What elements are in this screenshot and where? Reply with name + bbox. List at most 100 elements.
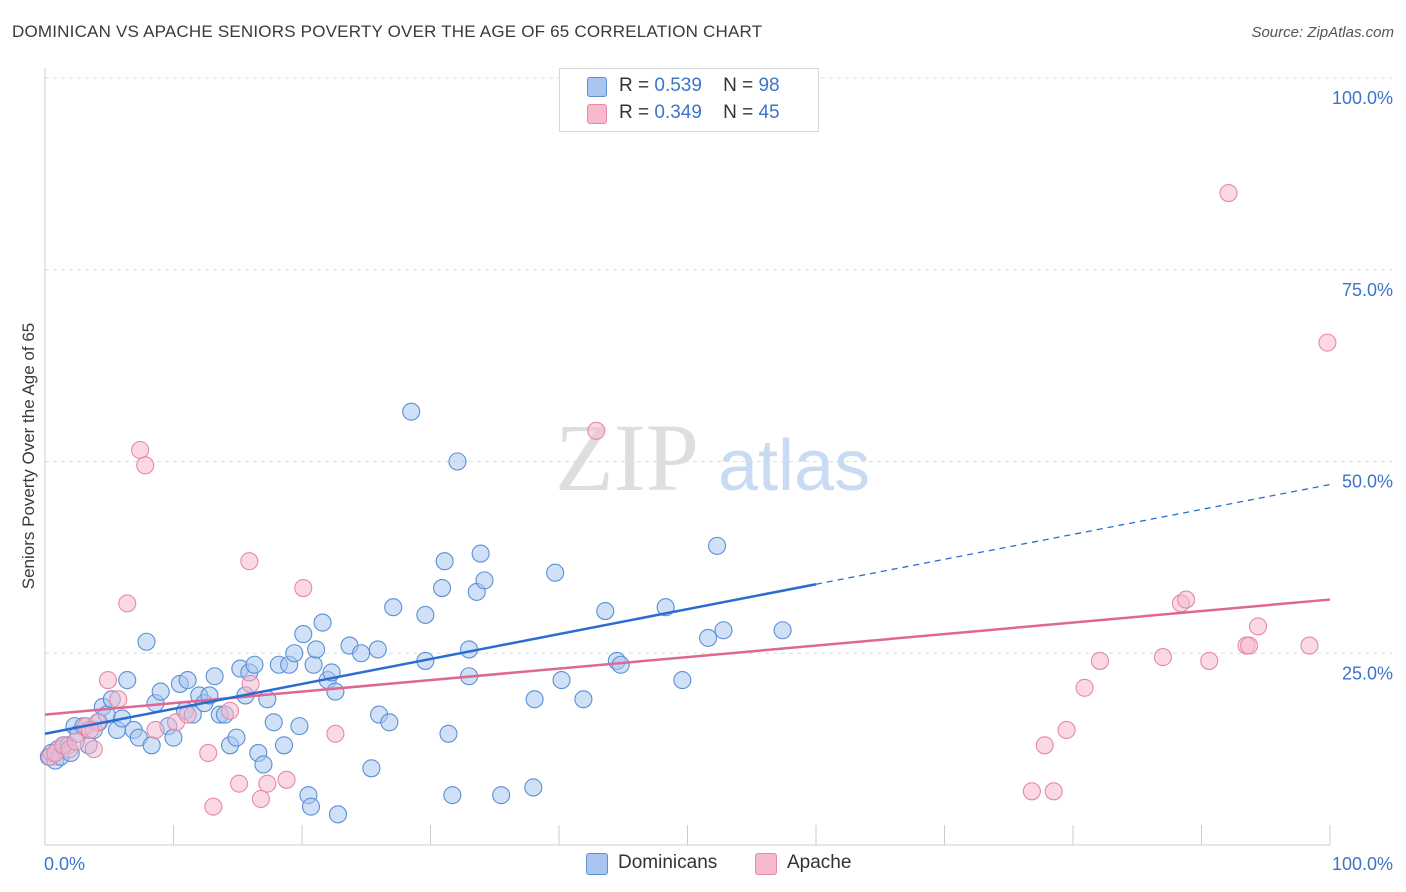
legend-r-value-dominicans: 0.539 bbox=[654, 75, 702, 96]
apache-point bbox=[98, 671, 118, 690]
tick-labels: 25.0% 50.0% 75.0% 100.0% 0.0% 100.0% bbox=[44, 88, 1393, 874]
apache-point bbox=[1044, 782, 1063, 801]
dominicans-point bbox=[402, 402, 421, 421]
watermark-atlas: atlas bbox=[718, 426, 870, 506]
apache-point bbox=[1035, 736, 1054, 755]
legend-r-label: R = bbox=[619, 102, 650, 123]
chart-title: DOMINICAN VS APACHE SENIORS POVERTY OVER… bbox=[12, 22, 763, 41]
dominicans-point bbox=[254, 755, 273, 774]
dominicans-point bbox=[294, 625, 313, 644]
dominicans-point bbox=[290, 717, 309, 736]
dominicans-point bbox=[205, 667, 224, 686]
dominicans-point bbox=[596, 602, 615, 621]
y-tick-label: 100.0% bbox=[1332, 88, 1393, 108]
apache-point bbox=[1057, 720, 1076, 740]
dominicans-point bbox=[475, 571, 494, 590]
apache-point bbox=[240, 552, 259, 571]
apache-point bbox=[251, 789, 270, 809]
apache-point bbox=[1200, 651, 1219, 670]
dominicans-point bbox=[164, 728, 183, 747]
dominicans-point bbox=[380, 713, 399, 732]
dominicans-point bbox=[137, 632, 156, 651]
apache-point bbox=[1300, 636, 1319, 655]
dominicans-point bbox=[151, 682, 170, 701]
apache-point bbox=[118, 594, 137, 613]
dominicans-point bbox=[699, 628, 718, 647]
trend-lines bbox=[44, 483, 1331, 736]
dominicans-point bbox=[714, 621, 733, 640]
dominicans-trend-extension bbox=[815, 483, 1331, 585]
apache-point bbox=[326, 724, 345, 743]
dominicans-point bbox=[142, 736, 161, 755]
apache-point bbox=[1153, 648, 1172, 667]
apache-point bbox=[1075, 678, 1094, 697]
apache-point bbox=[84, 740, 103, 759]
axes bbox=[44, 68, 1331, 846]
apache-point bbox=[1090, 651, 1110, 670]
apache-point bbox=[136, 456, 155, 475]
legend-n-label: N = bbox=[723, 102, 754, 123]
apache-points bbox=[41, 184, 1337, 816]
apache-point bbox=[587, 421, 606, 440]
dominicans-point bbox=[708, 536, 727, 555]
apache-point bbox=[199, 743, 218, 763]
x-tick-label-max: 100.0% bbox=[1332, 854, 1393, 874]
y-tick-label: 25.0% bbox=[1342, 663, 1393, 683]
dominicans-point bbox=[384, 598, 403, 617]
apache-point bbox=[241, 674, 260, 693]
apache-trend-line bbox=[44, 598, 1331, 716]
y-tick-label: 50.0% bbox=[1342, 472, 1393, 492]
source-label: Source: ZipAtlas.com bbox=[1251, 24, 1394, 41]
dominicans-point bbox=[525, 690, 544, 709]
dominicans-point bbox=[362, 759, 381, 778]
apache-point bbox=[1248, 617, 1268, 636]
dominicans-trend-line bbox=[44, 582, 817, 736]
dominicans-point bbox=[492, 786, 511, 805]
y-tick-label: 75.0% bbox=[1342, 280, 1393, 300]
apache-point bbox=[109, 690, 128, 709]
legend-r-label: R = bbox=[619, 75, 650, 96]
apache-point bbox=[1177, 590, 1196, 609]
dominicans-point bbox=[328, 805, 348, 824]
apache-point bbox=[1318, 333, 1337, 352]
dominicans-point bbox=[313, 613, 332, 632]
apache-point bbox=[294, 579, 313, 598]
apache-point bbox=[277, 770, 296, 789]
legend-n-label: N = bbox=[723, 75, 754, 96]
legend-swatch-dominicans bbox=[587, 77, 607, 97]
apache-point bbox=[178, 705, 197, 724]
apache-point bbox=[204, 797, 223, 816]
dominicans-point bbox=[673, 671, 692, 690]
dominicans-point bbox=[546, 563, 565, 582]
legend-swatch-apache bbox=[587, 104, 607, 124]
dominicans-point bbox=[118, 671, 137, 690]
legend-r-value-apache: 0.349 bbox=[654, 102, 702, 123]
apache-point bbox=[220, 701, 240, 720]
apache-point bbox=[1022, 782, 1041, 801]
dominicans-point bbox=[307, 640, 326, 659]
dominicans-point bbox=[552, 671, 571, 690]
dominicans-point bbox=[274, 736, 294, 755]
dominicans-point bbox=[448, 452, 467, 471]
legend-swatch-dominicans bbox=[586, 853, 608, 875]
legend-label-apache: Apache bbox=[787, 852, 852, 873]
dominicans-point bbox=[773, 621, 792, 640]
legend-swatch-apache bbox=[755, 853, 777, 875]
legend-n-value-apache: 45 bbox=[758, 102, 780, 123]
dominicans-point bbox=[574, 690, 593, 709]
legend-n-value-dominicans: 98 bbox=[758, 75, 780, 96]
dominicans-point bbox=[178, 671, 197, 690]
dominicans-point bbox=[368, 640, 387, 659]
dominicans-point bbox=[435, 552, 454, 571]
dominicans-point bbox=[352, 644, 371, 663]
dominicans-point bbox=[416, 605, 435, 624]
apache-point bbox=[66, 732, 85, 751]
dominicans-point bbox=[471, 544, 490, 563]
dominicans-point bbox=[439, 724, 458, 743]
dominicans-point bbox=[245, 655, 264, 674]
apache-point bbox=[146, 720, 165, 740]
watermark: ZIP atlas bbox=[555, 404, 870, 511]
dominicans-point bbox=[443, 786, 462, 805]
dominicans-point bbox=[227, 728, 246, 747]
